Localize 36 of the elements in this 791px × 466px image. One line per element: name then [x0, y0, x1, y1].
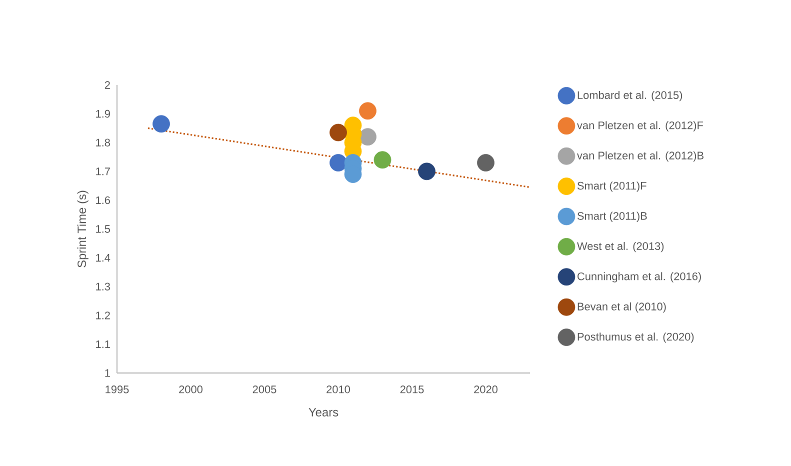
x-tick-label: 2005	[252, 386, 276, 394]
point	[359, 102, 376, 120]
legend-label: Posthumus et al. (2020)	[578, 332, 694, 343]
y-tick-label: 1.1	[96, 340, 110, 348]
y-tick-label: 1.3	[96, 282, 110, 290]
point	[330, 124, 347, 142]
y-tick-label: 1.5	[96, 225, 110, 233]
x-tick-label: 1995	[106, 386, 129, 394]
y-tick-label: 1.4	[96, 254, 110, 262]
x-tick-label: 2020	[474, 386, 498, 394]
legend-label: Smart (2011)B	[577, 212, 647, 222]
legend-label: Smart (2011)F	[577, 182, 646, 192]
y-tick-label: 1.8	[96, 138, 110, 146]
y-tick-label: 1.2	[96, 312, 110, 320]
legend-label: Cunningham et al. (2016)	[578, 272, 701, 282]
y-axis-title: Sprint Time (s)	[77, 190, 88, 268]
y-tick-label: 1.6	[96, 196, 110, 204]
point	[330, 154, 347, 172]
x-tick-label: 2015	[400, 386, 424, 394]
y-tick-label: 2	[104, 81, 110, 89]
y-tick-label: 1	[105, 369, 110, 377]
y-tick-label: 1.7	[96, 168, 110, 176]
legend-label: Bevan et al (2010)	[578, 302, 666, 313]
legend-label: Lombard et al. (2015)	[578, 90, 682, 102]
legend-label: van Pletzen et al. (2012)F	[576, 121, 703, 132]
y-tick-label: 1.9	[96, 110, 110, 118]
x-tick-label: 2000	[179, 386, 202, 394]
point	[359, 128, 376, 146]
point	[152, 115, 170, 133]
legend-label: van Pletzen et al. (2012)B	[576, 151, 704, 162]
x-axis-title: Years	[308, 408, 338, 416]
point	[418, 162, 436, 180]
point	[477, 154, 494, 172]
x-tick-label: 2010	[326, 386, 350, 394]
point	[374, 151, 392, 169]
legend-label: West et al. (2013)	[577, 242, 664, 252]
